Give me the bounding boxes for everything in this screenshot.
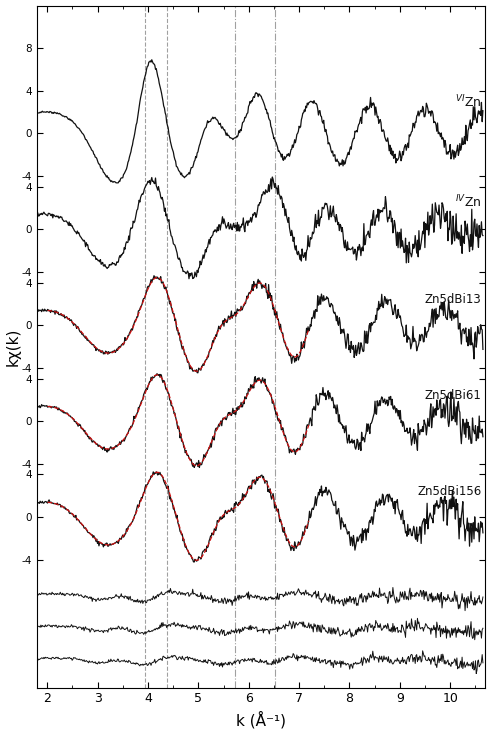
Y-axis label: kχ(k): kχ(k) [5,327,21,366]
Text: Zn5dBi61: Zn5dBi61 [425,389,481,402]
Text: Zn5dBi156: Zn5dBi156 [417,485,481,498]
X-axis label: k (Å⁻¹): k (Å⁻¹) [236,711,286,728]
Text: Zn5dBi13: Zn5dBi13 [425,293,481,306]
Text: $^{VI}$Zn: $^{VI}$Zn [455,93,481,110]
Text: $^{IV}$Zn: $^{IV}$Zn [455,194,481,210]
